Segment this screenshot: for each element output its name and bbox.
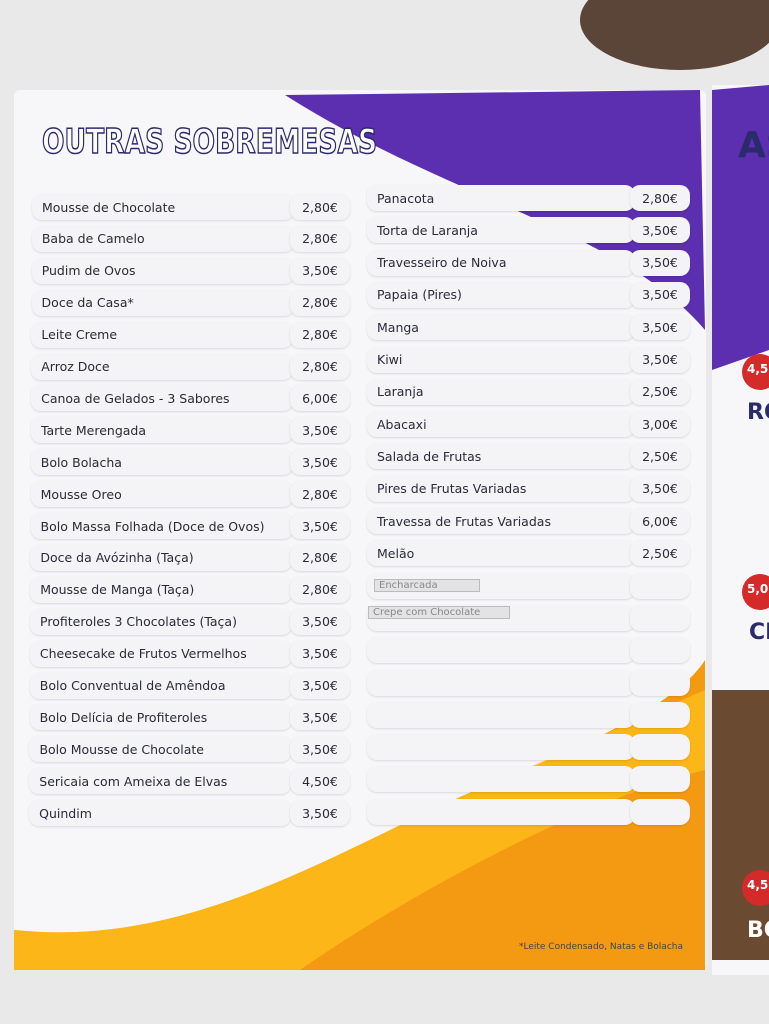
item-price: 3,50€ xyxy=(290,257,350,284)
item-name: Travesseiro de Noiva xyxy=(367,249,635,276)
next-page-fragment: CR xyxy=(749,620,769,645)
item-price: 3,50€ xyxy=(630,217,690,244)
next-page-fragment: BO xyxy=(747,918,769,943)
item-name xyxy=(367,701,635,728)
item-name xyxy=(367,798,635,825)
item-name: Mousse de Manga (Taça) xyxy=(30,576,293,603)
item-name: Mousse Oreo xyxy=(30,481,293,508)
item-name: Salada de Frutas xyxy=(367,443,635,470)
next-page-title: AS xyxy=(738,125,769,166)
item-price: 6,00€ xyxy=(290,385,350,412)
item-name: Mousse de Chocolate xyxy=(32,194,294,220)
item-price: 3,50€ xyxy=(290,800,350,827)
item-name xyxy=(367,766,635,793)
item-name: Manga xyxy=(367,314,635,341)
item-name: Profiteroles 3 Chocolates (Taça) xyxy=(30,608,293,635)
item-price: 3,50€ xyxy=(290,704,350,731)
item-name: Pudim de Ovos xyxy=(31,257,294,284)
item-name: Tarte Merengada xyxy=(30,417,293,444)
item-price xyxy=(630,798,690,825)
item-name: Bolo Massa Folhada (Doce de Ovos) xyxy=(30,513,293,539)
item-name: Baba de Camelo xyxy=(31,225,294,252)
item-name: Cheesecake de Frutos Vermelhos xyxy=(29,640,292,667)
item-price: 2,50€ xyxy=(630,540,690,567)
next-page-fragment: 4,5 xyxy=(747,362,769,376)
item-name xyxy=(367,669,635,696)
item-name: Canoa de Gelados - 3 Sabores xyxy=(31,385,294,412)
item-name: Laranja xyxy=(367,378,635,405)
next-page-fragment: 5,0 xyxy=(747,582,769,596)
item-price xyxy=(630,734,690,761)
item-name: Papaia (Pires) xyxy=(367,281,635,308)
item-price: 2,80€ xyxy=(290,481,350,508)
item-price xyxy=(630,669,690,696)
item-price: 3,00€ xyxy=(630,411,690,438)
item-price: 3,50€ xyxy=(630,346,690,373)
item-name: Pires de Frutas Variadas xyxy=(367,475,635,502)
item-price: 3,50€ xyxy=(630,281,690,308)
item-name: Travessa de Frutas Variadas xyxy=(367,508,635,534)
item-price: 3,50€ xyxy=(290,608,350,635)
item-price: 2,80€ xyxy=(290,353,350,380)
item-price: 3,50€ xyxy=(290,513,350,539)
item-price: 3,50€ xyxy=(290,640,350,667)
item-price: 3,50€ xyxy=(290,736,350,763)
item-price: 2,80€ xyxy=(290,194,350,220)
item-name: Melão xyxy=(367,540,635,567)
item-name: Panacota xyxy=(367,185,635,211)
item-price: 3,50€ xyxy=(290,672,350,699)
item-price: 3,50€ xyxy=(630,249,690,276)
item-price: 2,80€ xyxy=(290,225,350,252)
menu-title: OUTRAS SOBREMESAS xyxy=(41,121,378,163)
item-price xyxy=(630,701,690,728)
item-name: Torta de Laranja xyxy=(367,217,635,244)
item-name: Bolo Delícia de Profiteroles xyxy=(29,704,292,731)
covered-item: Encharcada xyxy=(374,579,480,592)
item-price xyxy=(630,766,690,793)
item-price: 4,50€ xyxy=(290,768,350,795)
item-name: Arroz Doce xyxy=(31,353,294,380)
item-price: 3,50€ xyxy=(290,417,350,444)
item-price: 2,80€ xyxy=(290,576,350,603)
item-price: 6,00€ xyxy=(630,508,690,534)
item-name: Bolo Conventual de Amêndoa xyxy=(29,672,292,699)
footnote: *Leite Condensado, Natas e Bolacha xyxy=(518,942,683,952)
item-price xyxy=(630,637,690,664)
covered-item: Crepe com Chocolate xyxy=(368,606,510,619)
item-name: Doce da Avózinha (Taça) xyxy=(30,544,293,571)
item-price: 2,50€ xyxy=(630,378,690,405)
item-price: 2,50€ xyxy=(630,443,690,470)
item-name xyxy=(367,734,635,761)
item-name: Doce da Casa* xyxy=(31,289,294,316)
item-name: Quindim xyxy=(29,800,292,827)
next-page-fragment: 4,5 xyxy=(747,878,769,892)
item-name: Leite Creme xyxy=(31,321,294,348)
item-name: Bolo Bolacha xyxy=(30,449,293,476)
item-price xyxy=(630,604,690,631)
item-name: Sericaia com Ameixa de Elvas xyxy=(29,768,292,795)
item-name: Kiwi xyxy=(367,346,635,373)
item-price: 3,50€ xyxy=(290,449,350,476)
item-price: 2,80€ xyxy=(630,185,690,211)
item-name: Abacaxi xyxy=(367,411,635,438)
item-price: 2,80€ xyxy=(290,321,350,348)
item-price: 2,80€ xyxy=(290,544,350,571)
next-page-fragment: RO xyxy=(747,400,769,425)
item-price: 2,80€ xyxy=(290,289,350,316)
item-name: Bolo Mousse de Chocolate xyxy=(29,736,292,763)
item-price xyxy=(630,572,690,599)
item-name xyxy=(367,637,635,664)
item-price: 3,50€ xyxy=(630,475,690,502)
item-price: 3,50€ xyxy=(630,314,690,341)
